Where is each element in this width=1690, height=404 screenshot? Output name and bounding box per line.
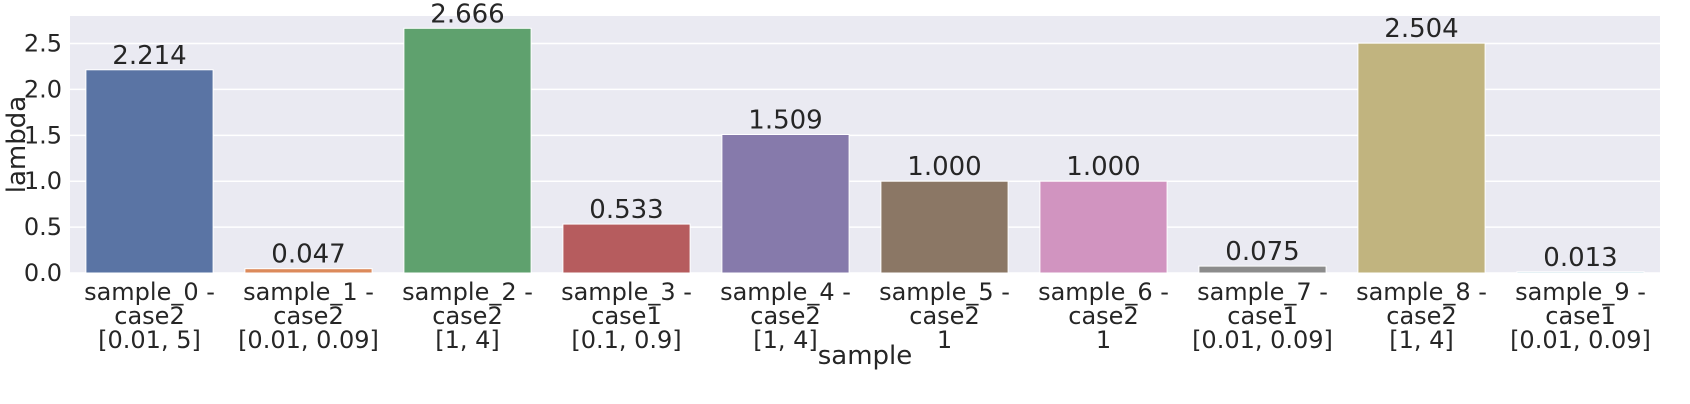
x-tick-label-line: sample_2 - (402, 278, 533, 306)
x-tick-label-line: case2 (432, 302, 502, 330)
x-tick-label-line: sample_5 - (879, 278, 1010, 306)
x-tick-label-line: [0.01, 0.09] (1192, 326, 1333, 354)
y-tick-label: 2.5 (24, 30, 62, 58)
bar (880, 180, 1009, 274)
data-label: 2.214 (112, 41, 186, 71)
bar (721, 133, 850, 274)
bar (244, 268, 373, 274)
data-label: 1.509 (748, 105, 822, 135)
bar (85, 69, 214, 274)
x-tick-label-line: case2 (909, 302, 979, 330)
bar (403, 27, 532, 274)
x-tick-label-line: [1, 4] (1389, 326, 1454, 354)
y-tick-label: 0.0 (24, 259, 62, 287)
bars (85, 27, 1645, 274)
x-tick-label: sample_3 -case1[0.1, 0.9] (561, 278, 692, 354)
data-label: 0.075 (1225, 237, 1299, 267)
x-axis-ticks: sample_0 -case2[0.01, 5]sample_1 -case2[… (84, 278, 1651, 354)
bar (1198, 265, 1327, 274)
x-tick-label-line: [1, 4] (435, 326, 500, 354)
data-label: 1.000 (1066, 152, 1140, 182)
bar (1357, 42, 1486, 274)
x-tick-label-line: sample_9 - (1515, 278, 1646, 306)
y-axis-label: lambda (2, 96, 32, 193)
x-tick-label-line: case1 (1545, 302, 1615, 330)
x-tick-label-line: case2 (273, 302, 343, 330)
x-tick-label-line: 1 (1096, 326, 1111, 354)
bar (1039, 180, 1168, 274)
x-tick-label: sample_9 -case1[0.01, 0.09] (1510, 278, 1651, 354)
x-tick-label-line: case2 (1386, 302, 1456, 330)
x-tick-label-line: sample_4 - (720, 278, 851, 306)
data-label: 2.504 (1384, 14, 1458, 44)
x-tick-label-line: sample_6 - (1038, 278, 1169, 306)
x-tick-label: sample_2 -case2[1, 4] (402, 278, 533, 354)
x-tick-label-line: sample_0 - (84, 278, 215, 306)
y-tick-label: 1.5 (24, 121, 62, 149)
x-tick-label-line: sample_1 - (243, 278, 374, 306)
data-label: 2.666 (430, 0, 504, 29)
x-tick-label: sample_7 -case1[0.01, 0.09] (1192, 278, 1333, 354)
y-tick-label: 0.5 (24, 213, 62, 241)
x-tick-label-line: sample_3 - (561, 278, 692, 306)
x-tick-label: sample_4 -case2[1, 4] (720, 278, 851, 354)
x-tick-label: sample_8 -case2[1, 4] (1356, 278, 1487, 354)
x-tick-label-line: case1 (591, 302, 661, 330)
bar (1516, 271, 1645, 274)
data-label: 1.000 (907, 152, 981, 182)
x-tick-label: sample_1 -case2[0.01, 0.09] (238, 278, 379, 354)
x-tick-label-line: case2 (114, 302, 184, 330)
data-labels: 2.214 0.047 2.666 0.533 1.509 1.000 1.000 0.075… (112, 0, 1617, 273)
x-axis-label: sample (818, 341, 913, 371)
x-tick-label-line: [0.01, 0.09] (238, 326, 379, 354)
x-tick-label-line: case2 (750, 302, 820, 330)
y-tick-label: 1.0 (24, 167, 62, 195)
x-tick-label-line: 1 (937, 326, 952, 354)
data-label: 0.533 (589, 195, 663, 225)
bar (562, 223, 691, 274)
x-tick-label-line: case1 (1227, 302, 1297, 330)
x-tick-label-line: sample_7 - (1197, 278, 1328, 306)
x-tick-label-line: case2 (1068, 302, 1138, 330)
x-tick-label: sample_0 -case2[0.01, 5] (84, 278, 215, 354)
data-label: 0.013 (1543, 243, 1617, 273)
x-tick-label-line: [0.1, 0.9] (571, 326, 681, 354)
y-axis-ticks: 0.0 0.5 1.0 1.5 2.0 2.5 (24, 30, 62, 287)
x-tick-label-line: [1, 4] (753, 326, 818, 354)
data-label: 0.047 (271, 240, 345, 270)
x-tick-label-line: [0.01, 0.09] (1510, 326, 1651, 354)
x-tick-label-line: [0.01, 5] (98, 326, 201, 354)
x-tick-label-line: sample_8 - (1356, 278, 1487, 306)
y-tick-label: 2.0 (24, 75, 62, 103)
